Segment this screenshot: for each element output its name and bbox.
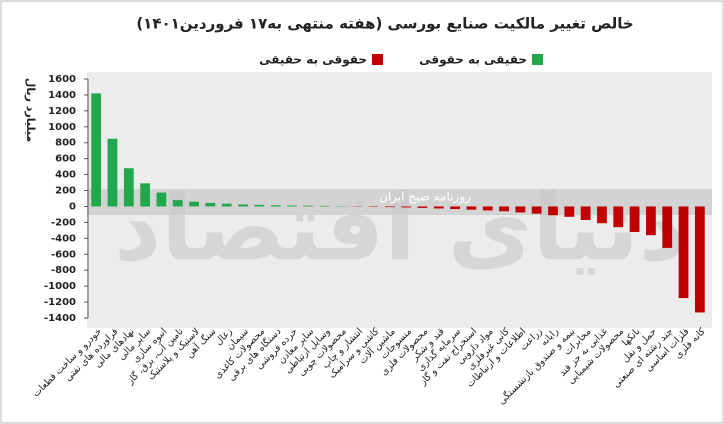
- bar: [629, 206, 640, 232]
- bar: [401, 206, 412, 208]
- y-tick-label: -1000: [44, 281, 76, 292]
- bar: [499, 206, 509, 212]
- bar: [531, 206, 542, 214]
- bar: [303, 205, 314, 207]
- bar: [221, 203, 232, 207]
- y-tick-label: 0: [69, 201, 76, 212]
- y-tick-label: 1600: [48, 74, 76, 85]
- y-tick-label: -200: [51, 217, 76, 228]
- bar: [384, 206, 395, 208]
- bar: [597, 206, 607, 224]
- watermark: دنیای اقتصاد: [114, 174, 686, 281]
- bar: [694, 206, 705, 313]
- chart-title: خالص تغییر مالکیت صنایع بورسی (هفته منته…: [136, 15, 633, 33]
- bar: [123, 168, 134, 207]
- y-tick-label: 400: [55, 170, 76, 181]
- bar: [678, 206, 689, 299]
- bar: [140, 183, 150, 207]
- bar: [564, 206, 575, 217]
- bar: [515, 206, 526, 213]
- y-tick-label: 1000: [48, 122, 76, 133]
- bar: [466, 206, 477, 210]
- bar: [254, 204, 265, 207]
- y-tick-label: -800: [51, 265, 76, 276]
- y-axis-label: میلیارد ریال: [24, 78, 37, 142]
- y-tick-label: 1200: [48, 106, 76, 117]
- y-tick-label: -400: [51, 233, 76, 244]
- legend-label: حقیقی به حقوقی: [419, 53, 527, 68]
- bar: [172, 200, 183, 207]
- bar: [319, 205, 330, 207]
- bar: [189, 201, 199, 207]
- bar: [450, 206, 460, 210]
- bar: [156, 192, 167, 207]
- y-tick-label: 800: [55, 138, 76, 149]
- bar: [91, 93, 102, 207]
- bar: [482, 206, 493, 211]
- bar: [646, 206, 656, 236]
- legend-label: حقوقی به حقیقی: [259, 53, 367, 68]
- y-tick-label: 200: [55, 186, 76, 197]
- bar: [662, 206, 673, 248]
- legend-swatch: [532, 54, 543, 65]
- bar: [580, 206, 591, 221]
- bar: [548, 206, 558, 216]
- watermark-sub: روزنامه صبح ایران: [379, 190, 471, 205]
- legend-swatch: [372, 54, 383, 65]
- y-tick-label: -600: [51, 249, 76, 260]
- bar: [238, 204, 248, 207]
- bar: [613, 206, 624, 228]
- bar: [205, 202, 216, 207]
- y-tick-label: -1400: [44, 313, 76, 324]
- y-tick-label: 600: [55, 154, 76, 165]
- y-tick-label: -1200: [44, 297, 76, 308]
- bar: [287, 205, 297, 207]
- bar: [417, 206, 428, 208]
- bar: [270, 205, 281, 207]
- bar: [107, 138, 118, 207]
- y-tick-label: 1400: [48, 90, 76, 101]
- bar: [433, 206, 444, 209]
